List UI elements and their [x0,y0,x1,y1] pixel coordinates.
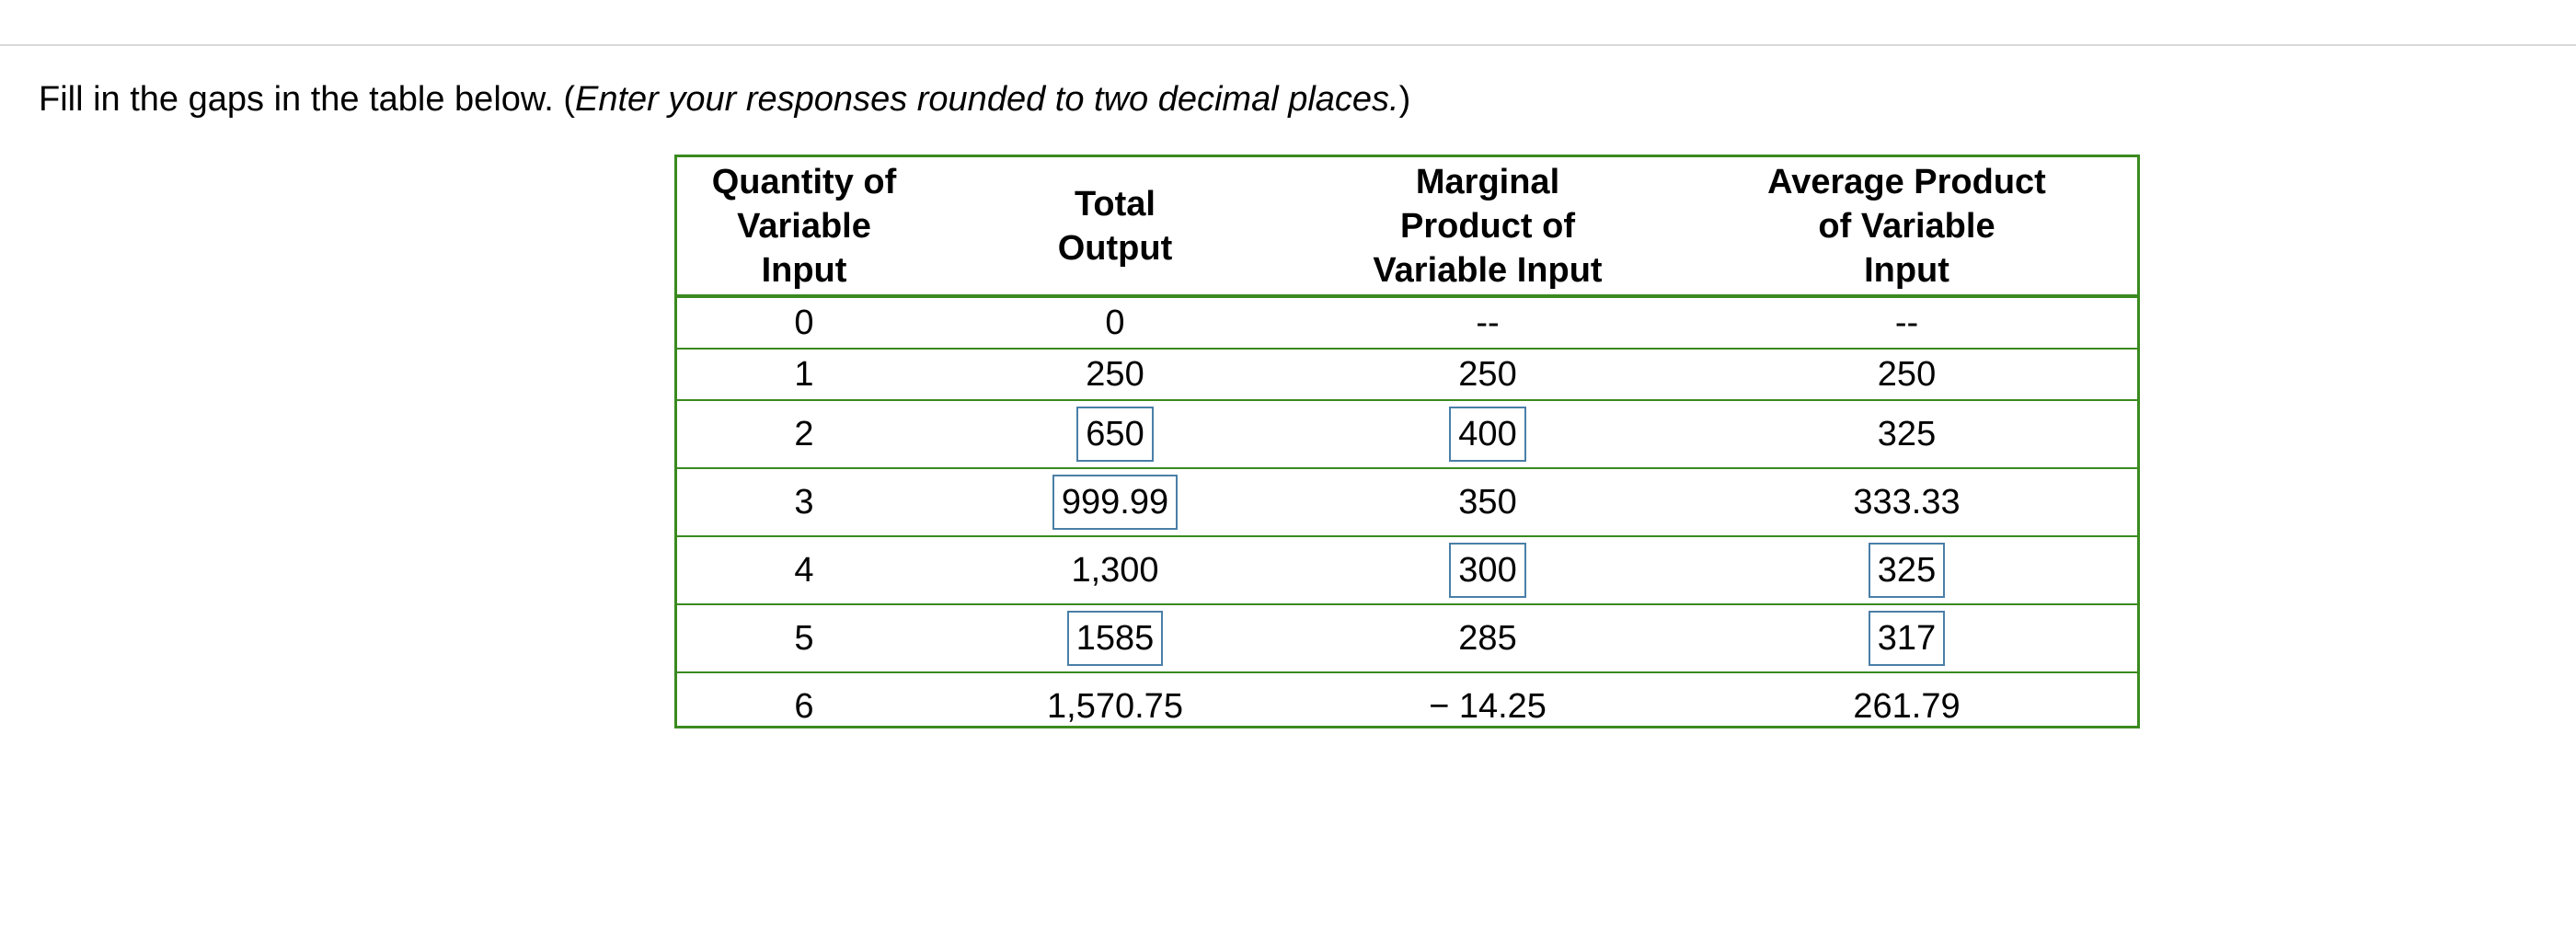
instruction-lead: Fill in the gaps in the table below. ( [39,80,576,119]
production-table-container: Quantity of Variable Input Total Output … [674,155,2140,728]
table-header-row: Quantity of Variable Input Total Output … [677,157,2137,298]
cell-value: 1,570.75 [1047,686,1183,726]
header-line: Product of [1400,206,1575,246]
cell-quantity: 2 [677,400,931,469]
cell-value: 4 [794,550,814,590]
cell-marginal-product: 350 [1299,468,1676,537]
header-line: Input [1864,250,1949,290]
table-row: 3 999.99 350 333.33 [677,468,2137,537]
cell-total-output: 1,570.75 [931,672,1299,740]
cell-value: 333.33 [1853,482,1961,522]
cell-quantity: 3 [677,468,931,537]
production-table: Quantity of Variable Input Total Output … [677,157,2137,740]
instruction-italic: Enter your responses rounded to two deci… [575,80,1399,119]
cell-average-product: 317 [1676,604,2137,673]
cell-average-product: 325 [1676,536,2137,605]
cell-marginal-product: 250 [1299,349,1676,401]
table-row: 4 1,300 300 325 [677,536,2137,605]
header-total-output: Total Output [931,157,1299,298]
cell-value: 1,300 [1071,550,1159,590]
cell-value: 1 [794,354,814,394]
table-row: 2 650 400 325 [677,400,2137,469]
cell-average-product: 250 [1676,349,2137,401]
cell-average-product: 261.79 [1676,672,2137,740]
answer-input-box[interactable]: 400 [1449,407,1526,462]
header-line: Quantity of [711,162,897,201]
cell-total-output: 1585 [931,604,1299,673]
header-line: of Variable [1818,206,1995,246]
cell-value: 250 [1877,354,1937,394]
cell-value: 261.79 [1853,686,1961,726]
answer-input-box[interactable]: 317 [1868,611,1946,666]
table-row: 5 1585 285 317 [677,604,2137,673]
header-line: Variable Input [1373,250,1603,290]
cell-value: 285 [1458,618,1517,658]
header-line: Marginal [1415,162,1560,201]
cell-average-product: 333.33 [1676,468,2137,537]
table-row: 1 250 250 250 [677,349,2137,401]
header-quantity-of-variable-input: Quantity of Variable Input [677,157,931,298]
cell-value: 6 [794,686,814,726]
cell-value: 3 [794,482,814,522]
cell-marginal-product: 285 [1299,604,1676,673]
cell-total-output: 1,300 [931,536,1299,605]
cell-average-product: 325 [1676,400,2137,469]
header-line: Input [761,250,847,290]
cell-value: -- [1476,303,1500,342]
header-average-product: Average Product of Variable Input [1676,157,2137,298]
cell-quantity: 1 [677,349,931,401]
cell-marginal-product: 400 [1299,400,1676,469]
instruction-trail: ) [1398,80,1411,119]
cell-value: 2 [794,414,814,453]
cell-marginal-product: − 14.25 [1299,672,1676,740]
cell-value: 0 [794,303,814,342]
answer-input-box[interactable]: 300 [1449,543,1526,598]
header-line: Average Product [1767,162,2046,201]
table-row: 0 0 -- -- [677,296,2137,350]
instruction-text: Fill in the gaps in the table below. (En… [39,77,1410,121]
table-row: 6 1,570.75 − 14.25 261.79 [677,672,2137,740]
top-divider [0,44,2576,46]
answer-input-box[interactable]: 1585 [1066,611,1164,666]
cell-marginal-product: 300 [1299,536,1676,605]
header-line: Variable [737,206,871,246]
answer-input-box[interactable]: 650 [1076,407,1154,462]
cell-value: 250 [1458,354,1517,394]
cell-quantity: 6 [677,672,931,740]
cell-quantity: 0 [677,296,931,350]
cell-average-product: -- [1676,296,2137,350]
table-body: 0 0 -- -- 1 250 250 250 2 650 400 325 3 999.99 350 333.… [677,296,2137,740]
cell-quantity: 4 [677,536,931,605]
cell-total-output: 650 [931,400,1299,469]
answer-input-box[interactable]: 325 [1868,543,1946,598]
cell-value: 350 [1458,482,1517,522]
header-line: Total [1075,184,1156,224]
header-marginal-product: Marginal Product of Variable Input [1299,157,1676,298]
cell-value: − 14.25 [1429,686,1547,726]
cell-quantity: 5 [677,604,931,673]
answer-input-box[interactable]: 999.99 [1052,475,1179,530]
cell-value: 325 [1877,414,1937,453]
header-line: Output [1057,228,1173,268]
cell-value: 250 [1086,354,1144,394]
cell-total-output: 0 [931,296,1299,350]
cell-value: 5 [794,618,814,658]
cell-total-output: 999.99 [931,468,1299,537]
cell-total-output: 250 [931,349,1299,401]
cell-value: 0 [1105,303,1125,342]
cell-marginal-product: -- [1299,296,1676,350]
cell-value: -- [1894,303,1919,342]
